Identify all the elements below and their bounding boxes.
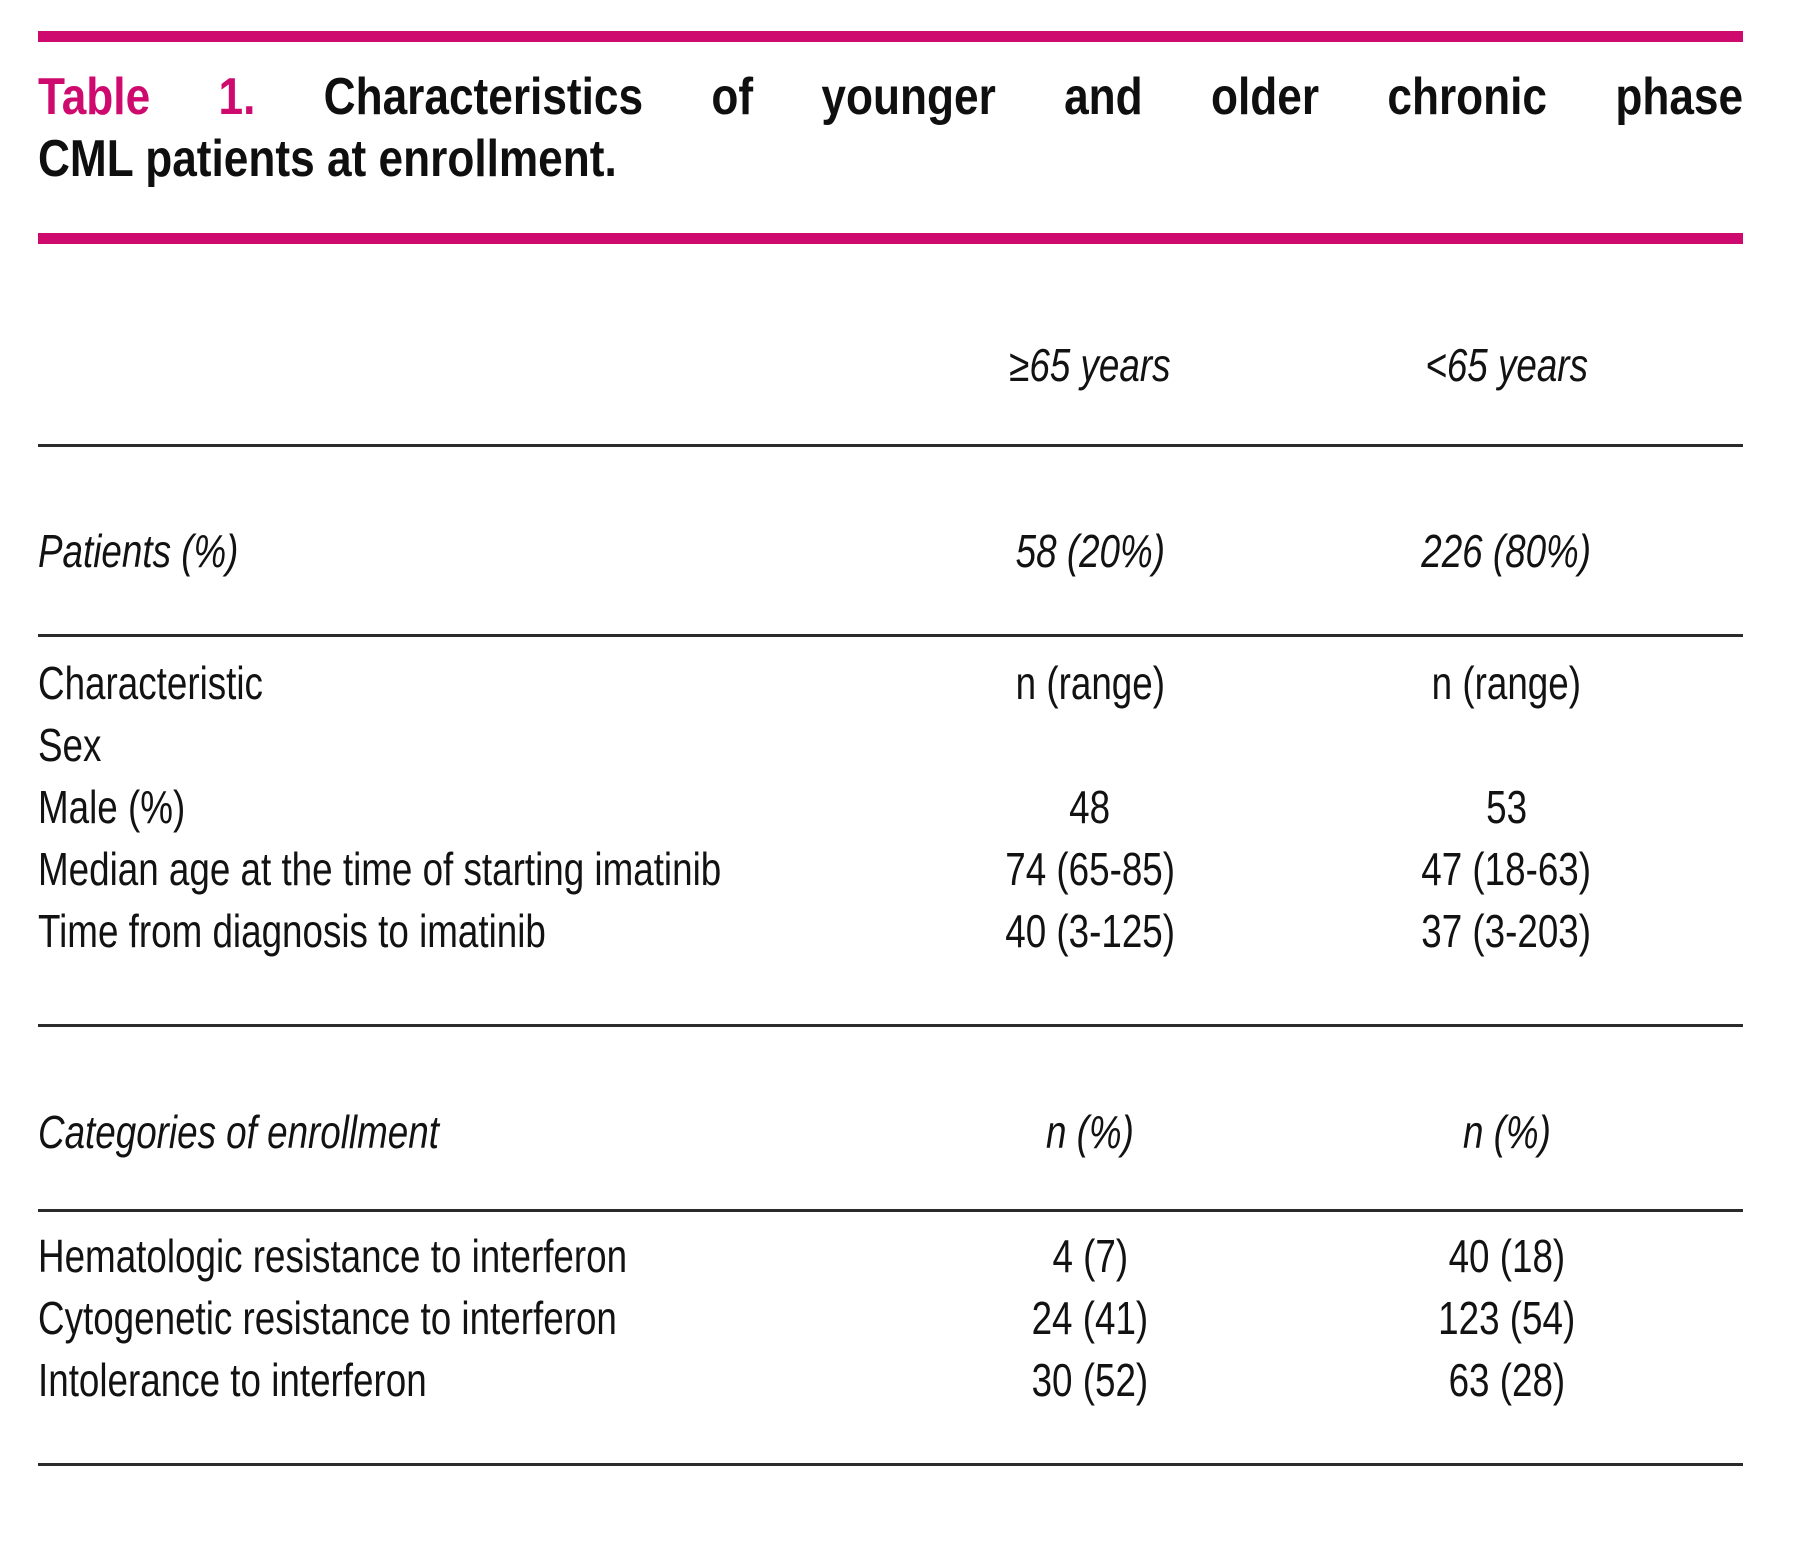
row-label: Male (%)	[38, 781, 186, 833]
older-cell: 74 (65-85)	[1005, 843, 1175, 895]
characteristic-header-row: Characteristic n (range) n (range)	[38, 652, 1743, 714]
categories-header-row: Categories of enrollment n (%) n (%)	[38, 1101, 1743, 1163]
column-header-row: ≥65 years <65 years	[38, 330, 1743, 400]
row-label: Sex	[38, 719, 102, 771]
older-cell	[910, 714, 1270, 776]
male-percent-row: Male (%) 48 53	[38, 776, 1743, 838]
caption-line-2: CML patients at enrollment.	[38, 130, 617, 188]
patients-row: Patients (%) 58 (20%) 226 (80%)	[38, 520, 1743, 582]
older-cell: n (%)	[1046, 1106, 1134, 1158]
caption-line-1-text: Characteristics of younger and older chr…	[323, 68, 1744, 126]
younger-cell: 123 (54)	[1437, 1292, 1576, 1344]
patients-older-value: 58 (20%)	[1015, 525, 1165, 577]
younger-cell	[1270, 714, 1743, 776]
younger-cell: 47 (18-63)	[1421, 843, 1592, 895]
younger-cell: 53	[1486, 781, 1527, 833]
older-cell: n (range)	[1015, 657, 1165, 709]
younger-cell: n (range)	[1431, 657, 1582, 709]
table-caption-text: Table 1. Characteristics of younger and …	[38, 66, 1743, 190]
col-header-age-lt65: <65 years	[1425, 339, 1588, 391]
top-accent-rule	[38, 31, 1743, 42]
row-label: Hematologic resistance to interferon	[38, 1230, 628, 1282]
col-header-age-ge65: ≥65 years	[1009, 339, 1171, 391]
table-caption: Table 1. Characteristics of younger and …	[38, 66, 1743, 190]
hematologic-resistance-row: Hematologic resistance to interferon 4 (…	[38, 1225, 1743, 1287]
older-cell: 30 (52)	[1031, 1354, 1149, 1406]
categories-label: Categories of enrollment	[38, 1106, 439, 1158]
patients-divider-rule	[38, 634, 1743, 637]
patients-row-label: Patients (%)	[38, 525, 239, 577]
categories-divider-rule	[38, 1209, 1743, 1212]
cytogenetic-resistance-row: Cytogenetic resistance to interferon 24 …	[38, 1287, 1743, 1349]
row-label: Characteristic	[38, 657, 263, 709]
characteristics-divider-rule	[38, 1024, 1743, 1027]
bottom-rule	[38, 1463, 1743, 1466]
older-cell: 4 (7)	[1052, 1230, 1128, 1282]
younger-cell: 63 (28)	[1448, 1354, 1565, 1406]
row-label: Median age at the time of starting imati…	[38, 843, 722, 895]
intolerance-row: Intolerance to interferon 30 (52) 63 (28…	[38, 1349, 1743, 1411]
median-age-row: Median age at the time of starting imati…	[38, 838, 1743, 900]
younger-cell: 37 (3-203)	[1421, 905, 1592, 957]
older-cell: 40 (3-125)	[1005, 905, 1175, 957]
older-cell: 48	[1069, 781, 1111, 833]
patients-younger-value: 226 (80%)	[1421, 525, 1592, 577]
enrollment-section: Hematologic resistance to interferon 4 (…	[38, 1225, 1743, 1411]
row-label: Time from diagnosis to imatinib	[38, 905, 546, 957]
younger-cell: 40 (18)	[1448, 1230, 1565, 1282]
time-from-diagnosis-row: Time from diagnosis to imatinib 40 (3-12…	[38, 900, 1743, 962]
caption-line-1: Table 1. Characteristics of younger and …	[38, 66, 1743, 128]
sex-row: Sex	[38, 714, 1743, 776]
row-label: Intolerance to interferon	[38, 1354, 427, 1406]
characteristics-section: Characteristic n (range) n (range) Sex M…	[38, 652, 1743, 962]
caption-bottom-accent-rule	[38, 233, 1743, 244]
header-divider-rule	[38, 444, 1743, 447]
table-number: Table 1.	[38, 68, 256, 126]
row-label: Cytogenetic resistance to interferon	[38, 1292, 617, 1344]
older-cell: 24 (41)	[1031, 1292, 1149, 1344]
younger-cell: n (%)	[1462, 1106, 1551, 1158]
